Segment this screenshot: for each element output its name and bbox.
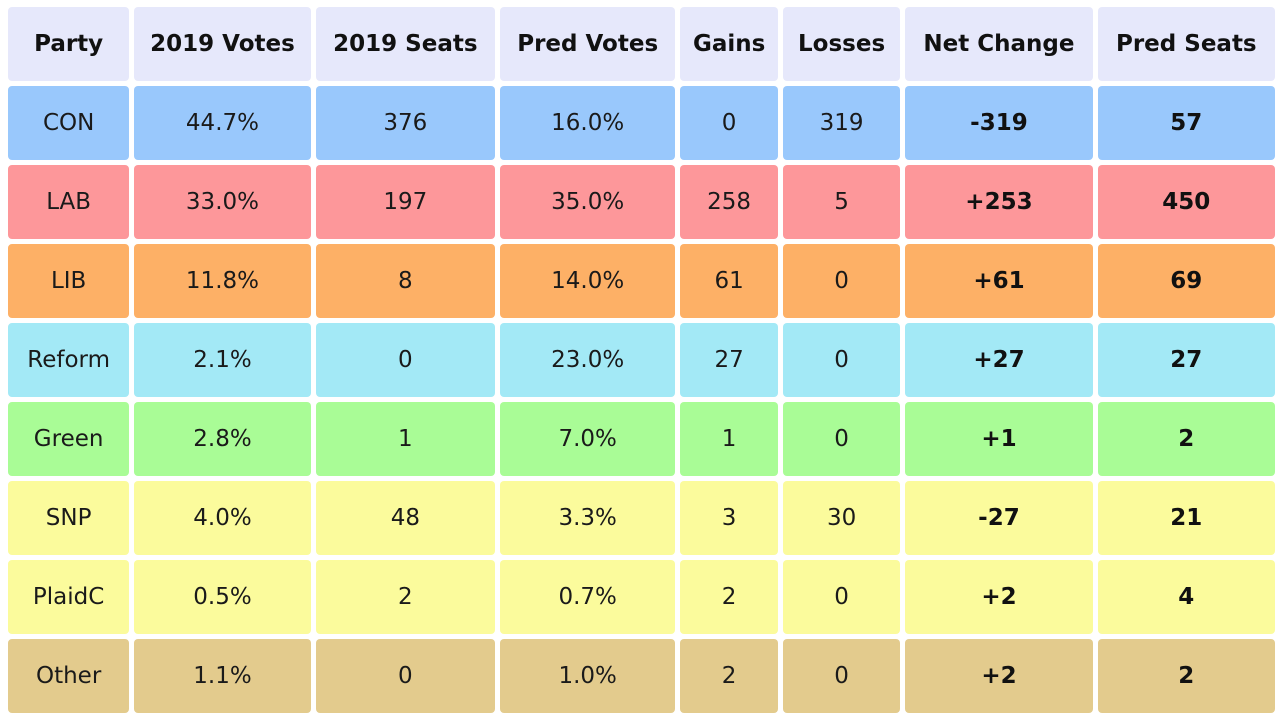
cell-gains: 27 <box>680 323 778 397</box>
cell-2019-votes: 1.1% <box>134 639 311 713</box>
column-header-2019-votes: 2019 Votes <box>134 7 311 81</box>
cell-2019-votes: 44.7% <box>134 86 311 160</box>
cell-pred-seats: 4 <box>1097 560 1275 634</box>
column-header-net-change: Net Change <box>905 7 1093 81</box>
cell-losses: 0 <box>782 402 901 476</box>
cell-losses: 0 <box>782 639 901 713</box>
column-header-pred-seats: Pred Seats <box>1097 7 1275 81</box>
cell-gains: 61 <box>680 244 778 318</box>
cell-pred-seats: 69 <box>1097 244 1275 318</box>
cell-party: LAB <box>8 165 130 239</box>
cell-pred-seats: 2 <box>1097 402 1275 476</box>
cell-gains: 2 <box>680 639 778 713</box>
cell-net-change: -27 <box>905 481 1093 555</box>
cell-gains: 0 <box>680 86 778 160</box>
cell-pred-seats: 57 <box>1097 86 1275 160</box>
cell-party: Reform <box>8 323 130 397</box>
cell-net-change: +2 <box>905 560 1093 634</box>
column-header-2019-seats: 2019 Seats <box>315 7 496 81</box>
cell-net-change: +27 <box>905 323 1093 397</box>
cell-pred-votes: 0.7% <box>500 560 676 634</box>
cell-losses: 5 <box>782 165 901 239</box>
cell-party: LIB <box>8 244 130 318</box>
cell-losses: 319 <box>782 86 901 160</box>
cell-2019-seats: 1 <box>315 402 496 476</box>
table-row: PlaidC 0.5% 2 0.7% 2 0 +2 4 <box>8 560 1275 634</box>
cell-party: Other <box>8 639 130 713</box>
cell-pred-seats: 2 <box>1097 639 1275 713</box>
cell-2019-votes: 4.0% <box>134 481 311 555</box>
cell-2019-votes: 2.8% <box>134 402 311 476</box>
column-header-pred-votes: Pred Votes <box>500 7 676 81</box>
cell-2019-seats: 0 <box>315 639 496 713</box>
cell-pred-seats: 27 <box>1097 323 1275 397</box>
cell-2019-votes: 0.5% <box>134 560 311 634</box>
cell-party: Green <box>8 402 130 476</box>
table-row: SNP 4.0% 48 3.3% 3 30 -27 21 <box>8 481 1275 555</box>
cell-party: CON <box>8 86 130 160</box>
cell-2019-seats: 48 <box>315 481 496 555</box>
cell-2019-seats: 0 <box>315 323 496 397</box>
cell-pred-votes: 16.0% <box>500 86 676 160</box>
cell-pred-votes: 14.0% <box>500 244 676 318</box>
header-row: Party 2019 Votes 2019 Seats Pred Votes G… <box>8 7 1275 81</box>
cell-2019-votes: 11.8% <box>134 244 311 318</box>
cell-2019-votes: 2.1% <box>134 323 311 397</box>
cell-net-change: +1 <box>905 402 1093 476</box>
cell-2019-votes: 33.0% <box>134 165 311 239</box>
table-body: CON 44.7% 376 16.0% 0 319 -319 57 LAB 33.0% 197 35.… <box>8 86 1275 713</box>
column-header-gains: Gains <box>680 7 778 81</box>
cell-net-change: +61 <box>905 244 1093 318</box>
table-row: Reform 2.1% 0 23.0% 27 0 +27 27 <box>8 323 1275 397</box>
cell-losses: 0 <box>782 560 901 634</box>
cell-party: PlaidC <box>8 560 130 634</box>
cell-gains: 3 <box>680 481 778 555</box>
cell-losses: 0 <box>782 244 901 318</box>
cell-party: SNP <box>8 481 130 555</box>
cell-pred-votes: 1.0% <box>500 639 676 713</box>
cell-2019-seats: 8 <box>315 244 496 318</box>
cell-2019-seats: 376 <box>315 86 496 160</box>
cell-2019-seats: 197 <box>315 165 496 239</box>
cell-losses: 30 <box>782 481 901 555</box>
cell-pred-votes: 35.0% <box>500 165 676 239</box>
cell-net-change: +2 <box>905 639 1093 713</box>
cell-pred-votes: 3.3% <box>500 481 676 555</box>
cell-pred-votes: 23.0% <box>500 323 676 397</box>
cell-net-change: +253 <box>905 165 1093 239</box>
cell-gains: 1 <box>680 402 778 476</box>
table-row: LIB 11.8% 8 14.0% 61 0 +61 69 <box>8 244 1275 318</box>
column-header-party: Party <box>8 7 130 81</box>
cell-pred-votes: 7.0% <box>500 402 676 476</box>
table-row: CON 44.7% 376 16.0% 0 319 -319 57 <box>8 86 1275 160</box>
table-row: Other 1.1% 0 1.0% 2 0 +2 2 <box>8 639 1275 713</box>
cell-pred-seats: 21 <box>1097 481 1275 555</box>
cell-pred-seats: 450 <box>1097 165 1275 239</box>
cell-net-change: -319 <box>905 86 1093 160</box>
cell-2019-seats: 2 <box>315 560 496 634</box>
cell-gains: 258 <box>680 165 778 239</box>
cell-gains: 2 <box>680 560 778 634</box>
table-row: Green 2.8% 1 7.0% 1 0 +1 2 <box>8 402 1275 476</box>
election-results-table: Party 2019 Votes 2019 Seats Pred Votes G… <box>3 2 1280 718</box>
table-row: LAB 33.0% 197 35.0% 258 5 +253 450 <box>8 165 1275 239</box>
column-header-losses: Losses <box>782 7 901 81</box>
cell-losses: 0 <box>782 323 901 397</box>
